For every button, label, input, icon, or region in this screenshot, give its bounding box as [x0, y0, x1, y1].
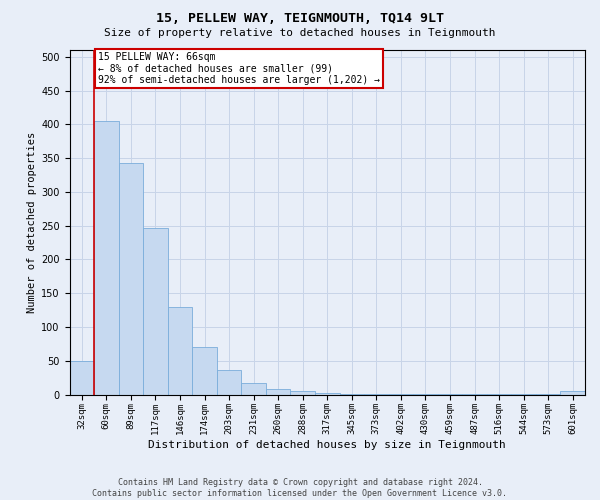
- Bar: [266, 389, 290, 394]
- Bar: [290, 391, 315, 394]
- Bar: [560, 391, 585, 394]
- Text: 15 PELLEW WAY: 66sqm
← 8% of detached houses are smaller (99)
92% of semi-detach: 15 PELLEW WAY: 66sqm ← 8% of detached ho…: [98, 52, 380, 85]
- Bar: [315, 393, 340, 394]
- Text: 15, PELLEW WAY, TEIGNMOUTH, TQ14 9LT: 15, PELLEW WAY, TEIGNMOUTH, TQ14 9LT: [156, 12, 444, 26]
- Y-axis label: Number of detached properties: Number of detached properties: [27, 132, 37, 313]
- Bar: [192, 348, 217, 395]
- Text: Size of property relative to detached houses in Teignmouth: Size of property relative to detached ho…: [104, 28, 496, 38]
- Bar: [94, 121, 119, 394]
- Bar: [217, 370, 241, 394]
- Bar: [143, 228, 168, 394]
- Bar: [70, 361, 94, 394]
- Bar: [119, 163, 143, 394]
- X-axis label: Distribution of detached houses by size in Teignmouth: Distribution of detached houses by size …: [148, 440, 506, 450]
- Text: Contains HM Land Registry data © Crown copyright and database right 2024.
Contai: Contains HM Land Registry data © Crown c…: [92, 478, 508, 498]
- Bar: [168, 306, 192, 394]
- Bar: [241, 383, 266, 394]
